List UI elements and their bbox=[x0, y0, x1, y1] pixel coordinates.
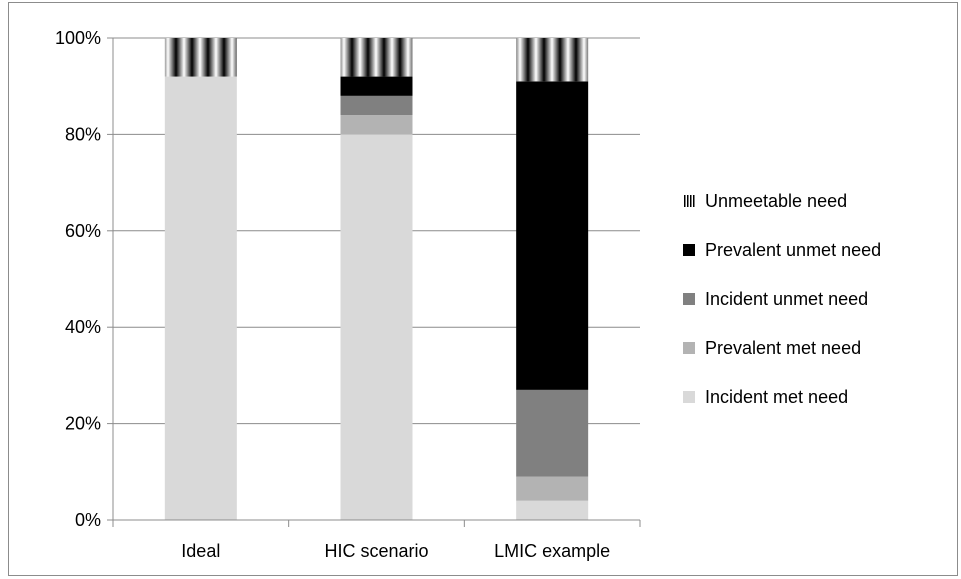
y-tick-label: 60% bbox=[65, 221, 101, 241]
bar-segment-incident-unmet-need bbox=[516, 389, 589, 477]
x-tick-label: Ideal bbox=[181, 541, 220, 561]
bar-segment-unmeetable-need bbox=[516, 38, 589, 82]
axes bbox=[107, 37, 641, 527]
legend-label: Prevalent met need bbox=[705, 338, 861, 358]
y-tick-label: 80% bbox=[65, 124, 101, 144]
bar-segment-prevalent-met-need bbox=[340, 115, 413, 135]
x-tick-labels: Ideal HIC scenario LMIC example bbox=[181, 541, 610, 561]
legend-label: Incident unmet need bbox=[705, 289, 868, 309]
bar-segment-unmeetable-need bbox=[164, 38, 237, 77]
legend-label: Prevalent unmet need bbox=[705, 240, 881, 260]
bar-segment-prevalent-unmet-need bbox=[516, 81, 589, 390]
legend-swatch bbox=[683, 293, 695, 305]
y-tick-label: 40% bbox=[65, 317, 101, 337]
y-tick-label: 0% bbox=[75, 510, 101, 530]
legend-swatch bbox=[683, 391, 695, 403]
y-tick-labels: 0% 20% 40% 60% 80% 100% bbox=[55, 28, 101, 530]
legend-swatch bbox=[683, 195, 695, 207]
y-tick-label: 20% bbox=[65, 414, 101, 434]
bar-segment-incident-unmet-need bbox=[340, 95, 413, 116]
bar-segment-incident-met-need bbox=[164, 76, 237, 520]
bar-segment-prevalent-met-need bbox=[516, 476, 589, 501]
bar-segment-incident-met-need bbox=[516, 500, 589, 520]
y-tick-label: 100% bbox=[55, 28, 101, 48]
x-tick-label: HIC scenario bbox=[324, 541, 428, 561]
x-tick-label: LMIC example bbox=[494, 541, 610, 561]
bars bbox=[164, 38, 589, 520]
legend-label: Unmeetable need bbox=[705, 191, 847, 211]
bar-segment-prevalent-unmet-need bbox=[340, 76, 413, 96]
legend-swatch bbox=[683, 342, 695, 354]
legend-label: Incident met need bbox=[705, 387, 848, 407]
bar-segment-unmeetable-need bbox=[340, 38, 413, 77]
bar-segment-incident-met-need bbox=[340, 134, 413, 520]
legend-swatch bbox=[683, 244, 695, 256]
legend: Unmeetable need Prevalent unmet need Incid… bbox=[683, 191, 881, 407]
